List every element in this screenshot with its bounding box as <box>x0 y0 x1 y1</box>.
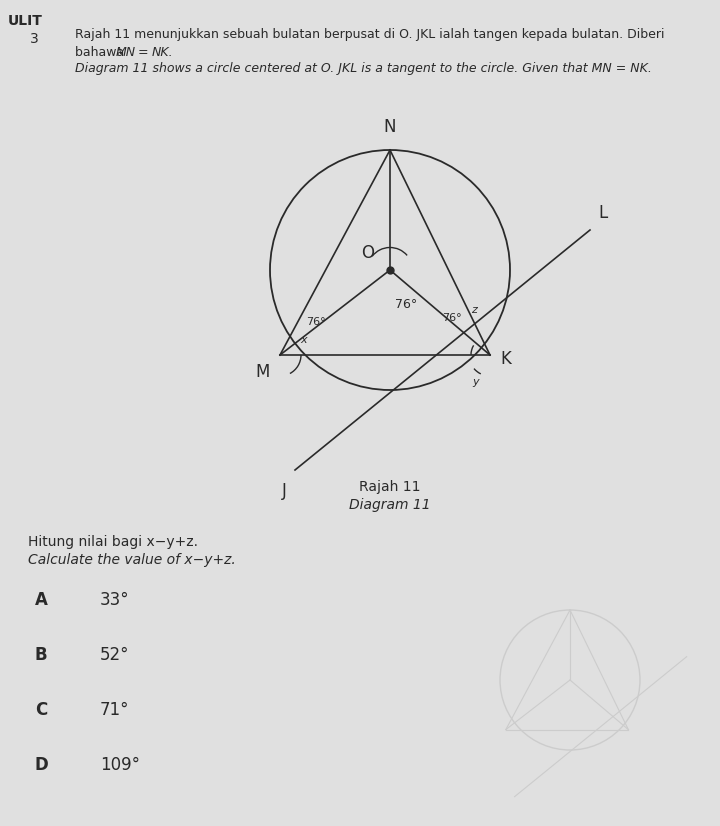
Text: y: y <box>473 377 480 387</box>
Text: NK.: NK. <box>152 46 174 59</box>
Text: Rajah 11 menunjukkan sebuah bulatan berpusat di O. JKL ialah tangen kepada bulat: Rajah 11 menunjukkan sebuah bulatan berp… <box>75 28 665 41</box>
Text: 52°: 52° <box>100 646 130 664</box>
Text: B: B <box>35 646 48 664</box>
Text: ULIT: ULIT <box>8 14 43 28</box>
Text: 3: 3 <box>30 32 39 46</box>
Text: 109°: 109° <box>100 756 140 774</box>
Text: 33°: 33° <box>100 591 130 609</box>
Text: Calculate the value of x−y+z.: Calculate the value of x−y+z. <box>28 553 235 567</box>
Text: Diagram 11: Diagram 11 <box>349 498 431 512</box>
Text: L: L <box>598 204 607 222</box>
Text: 71°: 71° <box>100 701 130 719</box>
Text: Hitung nilai bagi x−y+z.: Hitung nilai bagi x−y+z. <box>28 535 198 549</box>
Text: z: z <box>471 305 477 315</box>
Text: M: M <box>256 363 270 381</box>
Text: J: J <box>282 482 287 500</box>
Text: K: K <box>500 350 511 368</box>
Text: =: = <box>134 46 153 59</box>
Text: C: C <box>35 701 48 719</box>
Text: 76°: 76° <box>395 298 418 311</box>
Text: Diagram 11 shows a circle centered at O. JKL is a tangent to the circle. Given t: Diagram 11 shows a circle centered at O.… <box>75 62 652 75</box>
Text: Rajah 11: Rajah 11 <box>359 480 420 494</box>
Text: x: x <box>300 335 307 345</box>
Text: 76°: 76° <box>442 313 462 323</box>
Text: MN: MN <box>116 46 136 59</box>
Text: N: N <box>384 118 396 136</box>
Text: 76°: 76° <box>306 317 325 327</box>
Text: bahawa: bahawa <box>75 46 128 59</box>
Text: O: O <box>361 244 374 262</box>
Text: A: A <box>35 591 48 609</box>
Text: D: D <box>35 756 49 774</box>
